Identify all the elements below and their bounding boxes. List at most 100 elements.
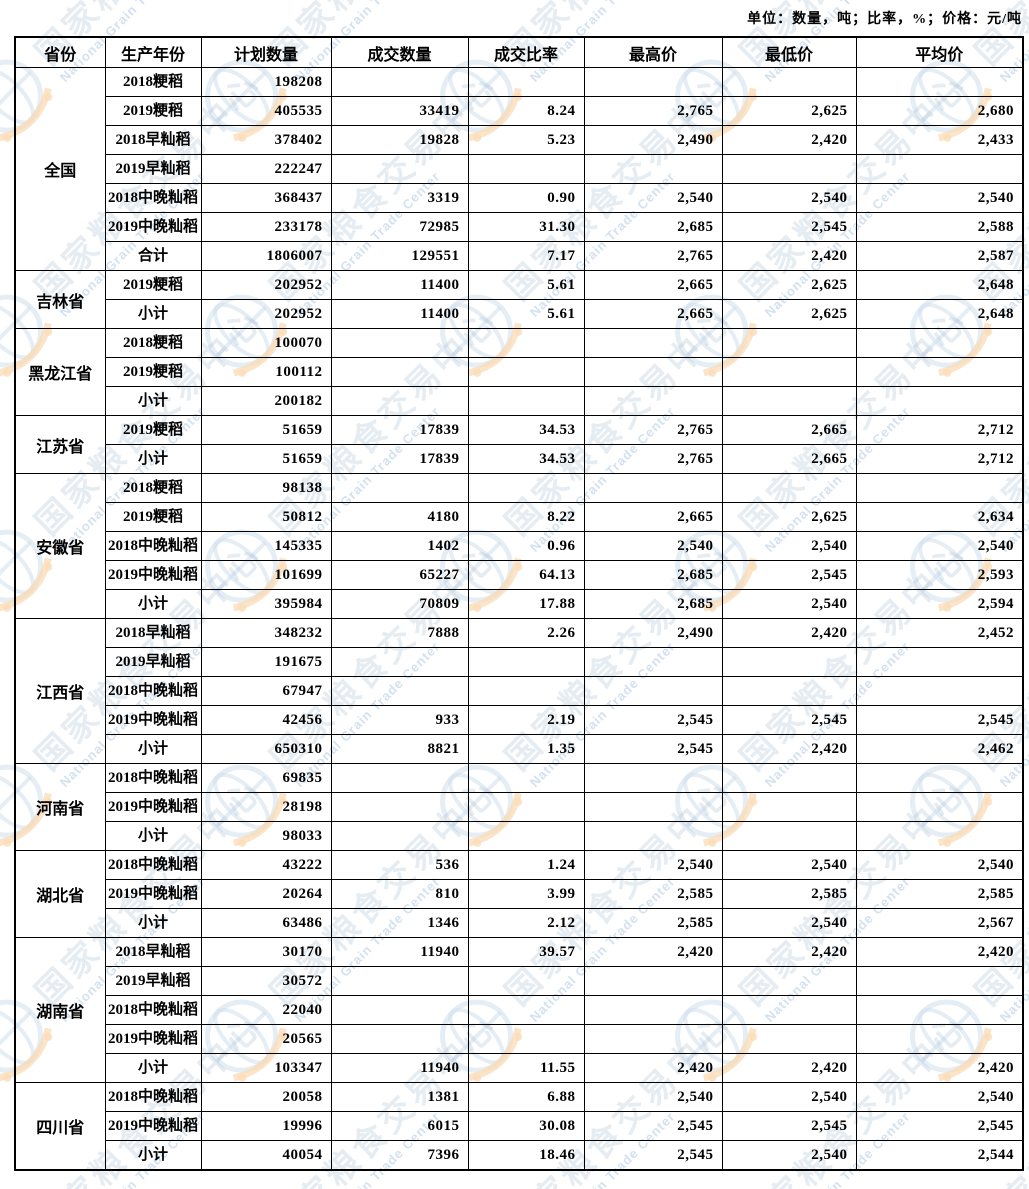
plan-qty-cell: 191675 <box>200 647 332 677</box>
avg-price-cell <box>855 676 1024 706</box>
plan-qty-cell: 20058 <box>200 1082 332 1112</box>
avg-price-cell <box>855 67 1024 97</box>
min-price-cell <box>721 357 857 387</box>
plan-qty-cell: 100070 <box>200 328 332 358</box>
min-price-cell: 2,540 <box>721 589 857 619</box>
max-price-cell: 2,545 <box>583 1111 723 1141</box>
deal-rate-cell <box>467 386 585 416</box>
min-price-cell: 2,420 <box>721 125 857 155</box>
deal-rate-cell <box>467 995 585 1025</box>
deal-qty-cell <box>330 67 469 97</box>
deal-qty-cell: 33419 <box>330 96 469 126</box>
table-row: 合计 1806007 129551 7.17 2,765 2,420 2,587 <box>15 241 1024 271</box>
plan-qty-cell: 378402 <box>200 125 332 155</box>
plan-qty-cell: 145335 <box>200 531 332 561</box>
avg-price-cell <box>855 763 1024 793</box>
avg-price-cell: 2,567 <box>855 908 1024 938</box>
table-row: 小计 98033 <box>15 821 1024 851</box>
deal-rate-cell: 3.99 <box>467 879 585 909</box>
avg-price-cell: 2,540 <box>855 1082 1024 1112</box>
avg-price-cell: 2,420 <box>855 1053 1024 1083</box>
avg-price-cell <box>855 154 1024 184</box>
table-row: 黑龙江省 2018粳稻 100070 <box>14 328 1024 416</box>
table-row: 2019中晚籼稻 28198 <box>15 792 1024 822</box>
plan-qty-cell: 202952 <box>200 299 332 329</box>
table-row: 2019中晚籼稻 233178 72985 31.30 2,685 2,545 2,588 <box>15 212 1024 242</box>
deal-qty-cell: 17839 <box>330 415 469 445</box>
deal-rate-cell: 8.22 <box>467 502 585 532</box>
year-cell: 2018中晚籼稻 <box>104 1082 202 1112</box>
avg-price-cell: 2,588 <box>855 212 1024 242</box>
avg-price-cell: 2,540 <box>855 531 1024 561</box>
min-price-cell: 2,420 <box>721 241 857 271</box>
col-header-province: 省份 <box>14 36 106 68</box>
deal-qty-cell: 11940 <box>330 937 469 967</box>
table-row: 2018中晚籼稻 368437 3319 0.90 2,540 2,540 2,540 <box>15 183 1024 213</box>
plan-qty-cell: 22040 <box>200 995 332 1025</box>
max-price-cell: 2,665 <box>583 502 723 532</box>
avg-price-cell: 2,648 <box>855 270 1024 300</box>
deal-qty-cell: 7396 <box>330 1140 469 1171</box>
deal-rate-cell <box>467 357 585 387</box>
year-cell: 2018中晚籼稻 <box>104 850 202 880</box>
table-row: 河南省 2018中晚籼稻 69835 <box>14 763 1024 851</box>
plan-qty-cell: 63486 <box>200 908 332 938</box>
plan-qty-cell: 30170 <box>200 937 332 967</box>
deal-qty-cell <box>330 386 469 416</box>
deal-qty-cell: 1346 <box>330 908 469 938</box>
min-price-cell: 2,625 <box>721 96 857 126</box>
min-price-cell: 2,665 <box>721 444 857 474</box>
min-price-cell: 2,540 <box>721 850 857 880</box>
min-price-cell <box>721 647 857 677</box>
year-cell: 2018粳稻 <box>104 328 202 358</box>
max-price-cell <box>583 966 723 996</box>
table-row: 2018早籼稻 378402 19828 5.23 2,490 2,420 2,433 <box>15 125 1024 155</box>
deal-qty-cell: 7888 <box>330 618 469 648</box>
plan-qty-cell: 103347 <box>200 1053 332 1083</box>
deal-qty-cell <box>330 647 469 677</box>
table-row: 2018中晚籼稻 22040 <box>15 995 1024 1025</box>
avg-price-cell <box>855 357 1024 387</box>
min-price-cell: 2,540 <box>721 908 857 938</box>
avg-price-cell: 2,420 <box>855 937 1024 967</box>
max-price-cell: 2,765 <box>583 241 723 271</box>
min-price-cell: 2,540 <box>721 183 857 213</box>
min-price-cell <box>721 792 857 822</box>
deal-rate-cell: 31.30 <box>467 212 585 242</box>
min-price-cell: 2,540 <box>721 1082 857 1112</box>
year-cell: 2019早籼稻 <box>104 154 202 184</box>
max-price-cell <box>583 995 723 1025</box>
min-price-cell <box>721 995 857 1025</box>
table-row: 2019中晚籼稻 20264 810 3.99 2,585 2,585 2,585 <box>15 879 1024 909</box>
table-row: 江苏省 2019粳稻 51659 17839 34.53 2,765 2,665 2,712 <box>14 415 1024 474</box>
province-cell: 江西省 <box>14 618 106 764</box>
max-price-cell: 2,545 <box>583 705 723 735</box>
table-row: 小计 63486 1346 2.12 2,585 2,540 2,567 <box>15 908 1024 938</box>
deal-rate-cell: 1.24 <box>467 850 585 880</box>
avg-price-cell: 2,545 <box>855 705 1024 735</box>
min-price-cell: 2,540 <box>721 531 857 561</box>
plan-qty-cell: 30572 <box>200 966 332 996</box>
deal-rate-cell <box>467 676 585 706</box>
avg-price-cell <box>855 792 1024 822</box>
deal-rate-cell <box>467 792 585 822</box>
max-price-cell <box>583 154 723 184</box>
deal-rate-cell: 5.61 <box>467 270 585 300</box>
max-price-cell: 2,540 <box>583 1082 723 1112</box>
table-row: 小计 650310 8821 1.35 2,545 2,420 2,462 <box>15 734 1024 764</box>
plan-qty-cell: 42456 <box>200 705 332 735</box>
table-row: 小计 51659 17839 34.53 2,765 2,665 2,712 <box>15 444 1024 474</box>
deal-rate-cell: 8.24 <box>467 96 585 126</box>
avg-price-cell: 2,593 <box>855 560 1024 590</box>
deal-rate-cell: 34.53 <box>467 444 585 474</box>
table-row: 吉林省 2019粳稻 202952 11400 5.61 2,665 2,625 2,648 <box>14 270 1024 329</box>
avg-price-cell: 2,712 <box>855 444 1024 474</box>
table-row: 江西省 2018早籼稻 348232 7888 2.26 2,490 2,420 2,452 <box>14 618 1024 764</box>
min-price-cell <box>721 821 857 851</box>
avg-price-cell: 2,544 <box>855 1140 1024 1171</box>
plan-qty-cell: 20565 <box>200 1024 332 1054</box>
deal-qty-cell: 11400 <box>330 299 469 329</box>
year-cell: 小计 <box>104 299 202 329</box>
year-cell: 小计 <box>104 734 202 764</box>
min-price-cell: 2,545 <box>721 705 857 735</box>
